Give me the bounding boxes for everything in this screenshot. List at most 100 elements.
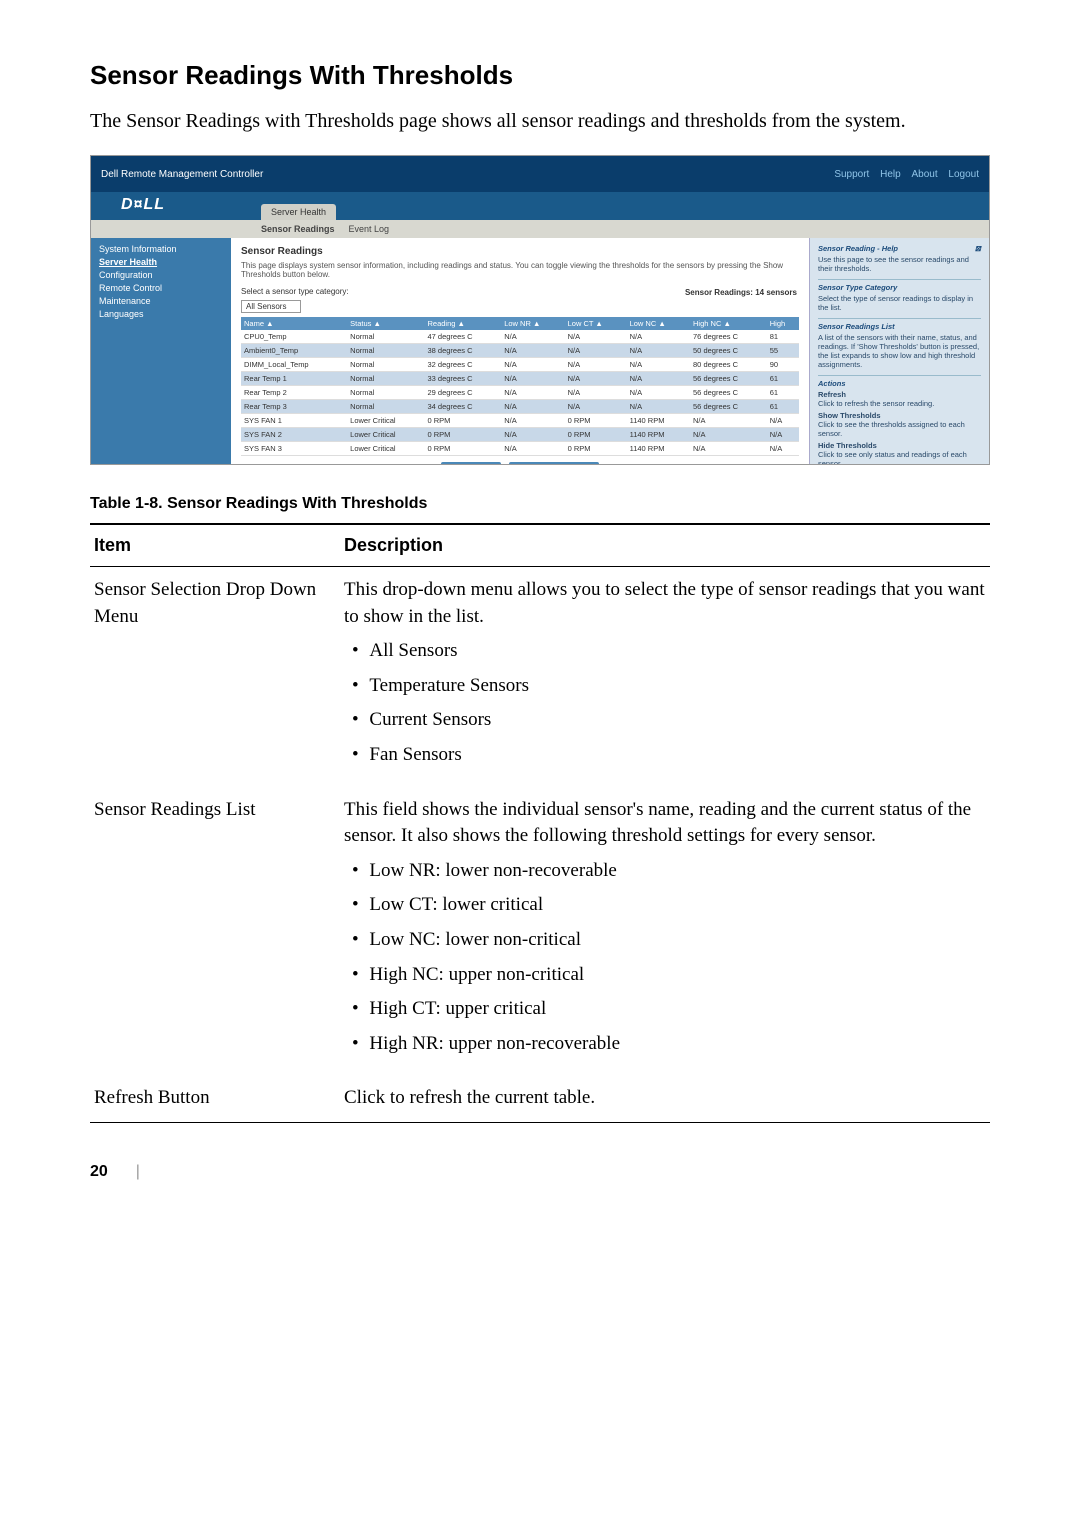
help-s3-desc3: Click to see only status and readings of… <box>818 450 981 465</box>
link-help[interactable]: Help <box>880 169 901 180</box>
help-s3-sub2: Show Thresholds <box>818 411 981 420</box>
sensor-cell: 1140 RPM <box>627 442 690 456</box>
sensor-cell: N/A <box>690 414 767 428</box>
list-item: High NC: upper non-critical <box>368 962 986 989</box>
sensor-cell: Normal <box>347 330 424 344</box>
sensor-cell: N/A <box>627 386 690 400</box>
list-item: Low CT: lower critical <box>368 892 986 919</box>
help-title: Sensor Reading - Help ⊠ <box>818 244 981 253</box>
sensor-cell: DIMM_Local_Temp <box>241 358 347 372</box>
sensor-row: Rear Temp 2Normal29 degrees CN/AN/AN/A56… <box>241 386 799 400</box>
sensor-cell: 0 RPM <box>424 428 501 442</box>
sensor-cell: 61 <box>767 372 799 386</box>
page-number: 20 <box>90 1163 108 1181</box>
sensor-cell: 1140 RPM <box>627 414 690 428</box>
sensor-cell: N/A <box>565 344 627 358</box>
sidebar-item-system-info[interactable]: System Information <box>99 244 223 254</box>
sensor-cell: 56 degrees C <box>690 372 767 386</box>
sensor-col-header[interactable]: High NC ▲ <box>690 317 767 330</box>
refresh-button[interactable]: Refresh <box>441 462 501 465</box>
link-support[interactable]: Support <box>834 169 869 180</box>
col-description: Description <box>340 524 990 567</box>
sensor-cell: SYS FAN 3 <box>241 442 347 456</box>
link-logout[interactable]: Logout <box>948 169 979 180</box>
sensor-cell: 47 degrees C <box>424 330 501 344</box>
table-caption: Table 1-8. Sensor Readings With Threshol… <box>90 495 990 513</box>
sidebar-item-remote-control[interactable]: Remote Control <box>99 283 223 293</box>
sensor-row: SYS FAN 2Lower Critical0 RPMN/A0 RPM1140… <box>241 428 799 442</box>
sensor-col-header[interactable]: Name ▲ <box>241 317 347 330</box>
sensor-cell: Ambient0_Temp <box>241 344 347 358</box>
sensor-cell: N/A <box>627 400 690 414</box>
sidebar-item-maintenance[interactable]: Maintenance <box>99 296 223 306</box>
help-s3-sub3: Hide Thresholds <box>818 441 981 450</box>
cell-description: This drop-down menu allows you to select… <box>340 567 990 787</box>
list-item: Temperature Sensors <box>368 673 986 700</box>
readings-count: Sensor Readings: 14 sensors <box>685 288 797 297</box>
sensor-col-header[interactable]: Low CT ▲ <box>565 317 627 330</box>
sensor-row: DIMM_Local_TempNormal32 degrees CN/AN/AN… <box>241 358 799 372</box>
sensor-cell: N/A <box>501 372 564 386</box>
help-close-icon[interactable]: ⊠ <box>975 244 981 253</box>
sensor-cell: N/A <box>501 386 564 400</box>
sensor-cell: 56 degrees C <box>690 386 767 400</box>
subtab-row: Sensor Readings Event Log <box>91 220 989 238</box>
sensor-cell: 38 degrees C <box>424 344 501 358</box>
link-about[interactable]: About <box>911 169 937 180</box>
sensor-cell: N/A <box>501 442 564 456</box>
sensor-cell: N/A <box>501 414 564 428</box>
sensor-cell: 76 degrees C <box>690 330 767 344</box>
sensor-row: SYS FAN 1Lower Critical0 RPMN/A0 RPM1140… <box>241 414 799 428</box>
hide-thresholds-button[interactable]: Hide Thresholds <box>509 462 599 465</box>
list-item: Fan Sensors <box>368 742 986 769</box>
sensor-row: Ambient0_TempNormal38 degrees CN/AN/AN/A… <box>241 344 799 358</box>
header-tab[interactable]: Server Health <box>261 204 336 220</box>
sensor-cell: N/A <box>501 344 564 358</box>
sensor-cell: N/A <box>767 442 799 456</box>
sensor-cell: Rear Temp 2 <box>241 386 347 400</box>
top-links: Support Help About Logout <box>826 169 979 180</box>
sensor-cell: N/A <box>627 358 690 372</box>
section-intro: The Sensor Readings with Thresholds page… <box>90 107 990 135</box>
sensor-cell: Normal <box>347 372 424 386</box>
sidebar-item-server-health[interactable]: Server Health <box>99 257 223 267</box>
bullet-list: Low NR: lower non-recoverableLow CT: low… <box>344 858 986 1058</box>
window-title: Dell Remote Management Controller <box>101 169 263 180</box>
sensor-cell: Normal <box>347 400 424 414</box>
sensor-cell: CPU0_Temp <box>241 330 347 344</box>
table-row: Refresh ButtonClick to refresh the curre… <box>90 1075 990 1122</box>
sensor-cell: N/A <box>627 344 690 358</box>
cell-description: Click to refresh the current table. <box>340 1075 990 1122</box>
dell-logo: D¤LL <box>121 196 165 214</box>
page-footer: 20 | <box>90 1163 990 1181</box>
sensor-col-header[interactable]: Low NC ▲ <box>627 317 690 330</box>
subtab-sensor-readings[interactable]: Sensor Readings <box>261 224 335 234</box>
sensor-cell: 81 <box>767 330 799 344</box>
panel-title: Sensor Readings <box>241 246 799 257</box>
sensor-col-header[interactable]: High <box>767 317 799 330</box>
sensor-row: Rear Temp 1Normal33 degrees CN/AN/AN/A56… <box>241 372 799 386</box>
sensor-cell: SYS FAN 1 <box>241 414 347 428</box>
sensor-row: SYS FAN 3Lower Critical0 RPMN/A0 RPM1140… <box>241 442 799 456</box>
sensor-row: CPU0_TempNormal47 degrees CN/AN/AN/A76 d… <box>241 330 799 344</box>
sensor-cell: N/A <box>565 358 627 372</box>
sidebar-item-languages[interactable]: Languages <box>99 309 223 319</box>
subtab-event-log[interactable]: Event Log <box>349 224 390 234</box>
sensor-cell: N/A <box>690 428 767 442</box>
list-item: Current Sensors <box>368 707 986 734</box>
panel-desc: This page displays system sensor informa… <box>241 261 799 279</box>
list-item: All Sensors <box>368 638 986 665</box>
sensor-cell: 90 <box>767 358 799 372</box>
sensor-cell: N/A <box>501 358 564 372</box>
sensor-type-select[interactable]: All Sensors <box>241 300 301 313</box>
sensor-col-header[interactable]: Status ▲ <box>347 317 424 330</box>
sensor-cell: N/A <box>767 428 799 442</box>
sensor-table: Name ▲Status ▲Reading ▲Low NR ▲Low CT ▲L… <box>241 317 799 456</box>
desc-text: This field shows the individual sensor's… <box>344 797 986 850</box>
sensor-col-header[interactable]: Reading ▲ <box>424 317 501 330</box>
help-s1-title: Sensor Type Category <box>818 279 981 292</box>
sidebar-item-configuration[interactable]: Configuration <box>99 270 223 280</box>
sensor-col-header[interactable]: Low NR ▲ <box>501 317 564 330</box>
table-row: Sensor Selection Drop Down MenuThis drop… <box>90 567 990 787</box>
help-s3-desc1: Click to refresh the sensor reading. <box>818 399 981 408</box>
